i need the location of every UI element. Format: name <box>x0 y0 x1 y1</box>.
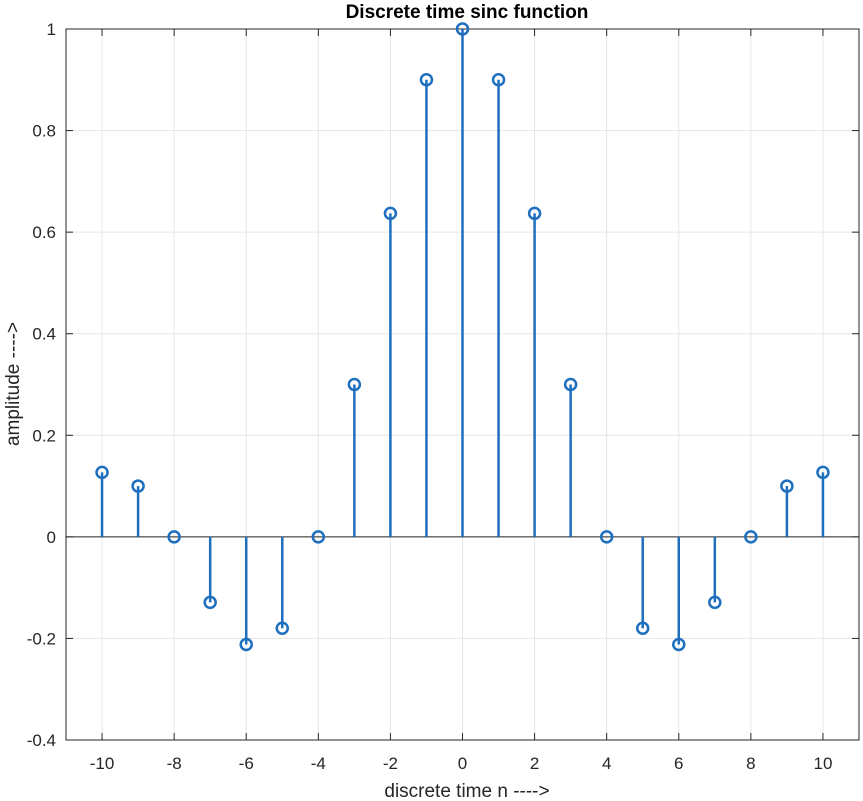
y-tick-label: 0.6 <box>32 223 56 242</box>
stem-marker <box>708 595 722 610</box>
stem-marker <box>239 637 253 652</box>
y-tick-label: 0.4 <box>32 325 56 344</box>
chart-title: Discrete time sinc function <box>346 2 589 23</box>
stem-marker <box>383 206 398 221</box>
stem-marker <box>167 530 181 544</box>
stem-marker <box>744 530 758 544</box>
stems <box>95 22 830 652</box>
x-tick-label: -6 <box>239 754 254 773</box>
stem-marker <box>599 530 614 544</box>
y-tick-label: -0.2 <box>27 629 56 648</box>
y-tick-label: -0.4 <box>27 731 56 750</box>
x-tick-label: 4 <box>602 754 611 773</box>
x-tick-label: -8 <box>167 754 182 773</box>
y-tick-label: 0 <box>47 528 56 547</box>
stem-marker <box>816 465 830 480</box>
stem-marker <box>311 530 326 544</box>
x-tick-label: 10 <box>813 754 832 773</box>
stem-marker <box>419 73 434 87</box>
y-tick-label: 1 <box>47 20 56 39</box>
y-tick-label: 0.8 <box>32 122 56 141</box>
x-tick-label: 6 <box>674 754 683 773</box>
x-tick-label: -2 <box>383 754 398 773</box>
ticks: -10 -8 -6 -4 -2 0 2 4 6 8 10 -0.4 -0.2 0 0.2 0.4 0.6 0.8 1 <box>27 20 859 773</box>
y-tick-label: 0.2 <box>32 426 56 445</box>
x-axis-label: discrete time n ----> <box>384 781 549 801</box>
x-tick-label: -4 <box>311 754 326 773</box>
x-tick-label: -10 <box>90 754 115 773</box>
stem-marker <box>635 621 650 636</box>
x-tick-label: 8 <box>746 754 755 773</box>
stem-marker <box>527 206 542 221</box>
stem-marker <box>95 465 109 480</box>
stem-marker <box>131 479 145 493</box>
x-tick-label: 0 <box>458 754 467 773</box>
stem-marker <box>275 621 290 636</box>
stem-marker <box>672 637 686 652</box>
stem-marker <box>780 479 794 493</box>
y-axis-label: amplitude ----> <box>3 322 24 446</box>
x-tick-label: 2 <box>530 754 539 773</box>
stem-marker <box>347 377 362 392</box>
stem-marker <box>455 22 470 36</box>
stem-marker <box>563 377 578 392</box>
stem-marker <box>491 73 506 87</box>
stem-marker <box>203 595 217 610</box>
